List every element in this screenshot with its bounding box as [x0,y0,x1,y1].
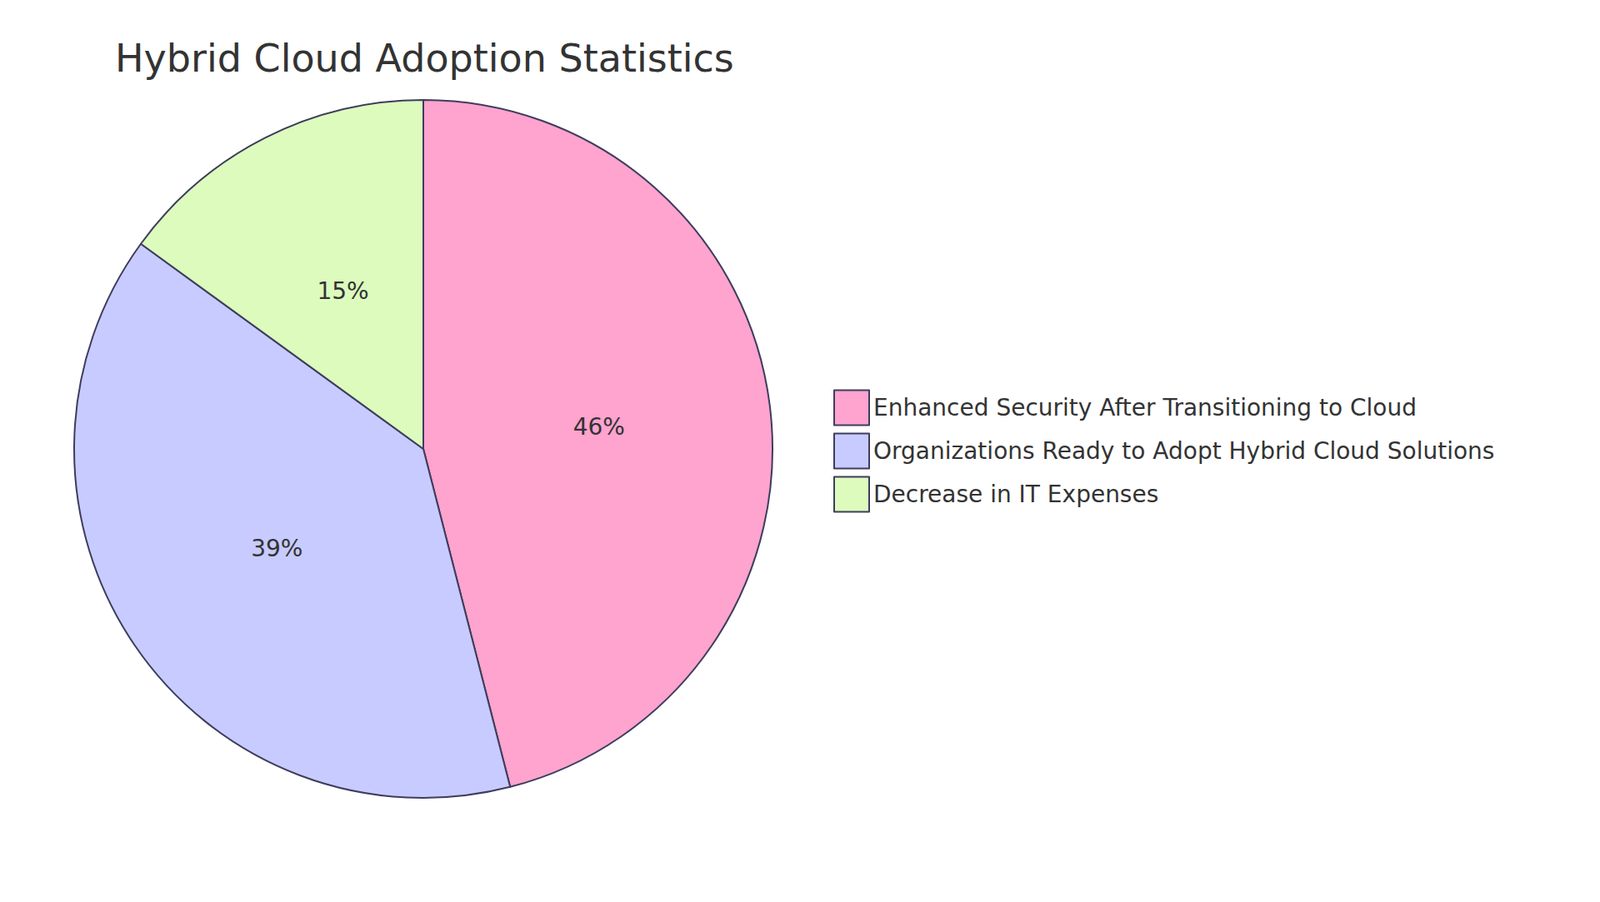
svg-text:15%: 15% [316,277,369,305]
svg-text:46%: 46% [573,413,625,441]
svg-text:Organizations Ready to Adopt H: Organizations Ready to Adopt Hybrid Clou… [873,437,1495,465]
svg-text:Hybrid Cloud Adoption Statisti: Hybrid Cloud Adoption Statistics [115,35,735,81]
svg-text:39%: 39% [250,535,303,563]
svg-text:Enhanced Security After Transi: Enhanced Security After Transitioning to… [873,394,1417,422]
svg-text:Decrease in IT Expenses: Decrease in IT Expenses [873,480,1159,509]
